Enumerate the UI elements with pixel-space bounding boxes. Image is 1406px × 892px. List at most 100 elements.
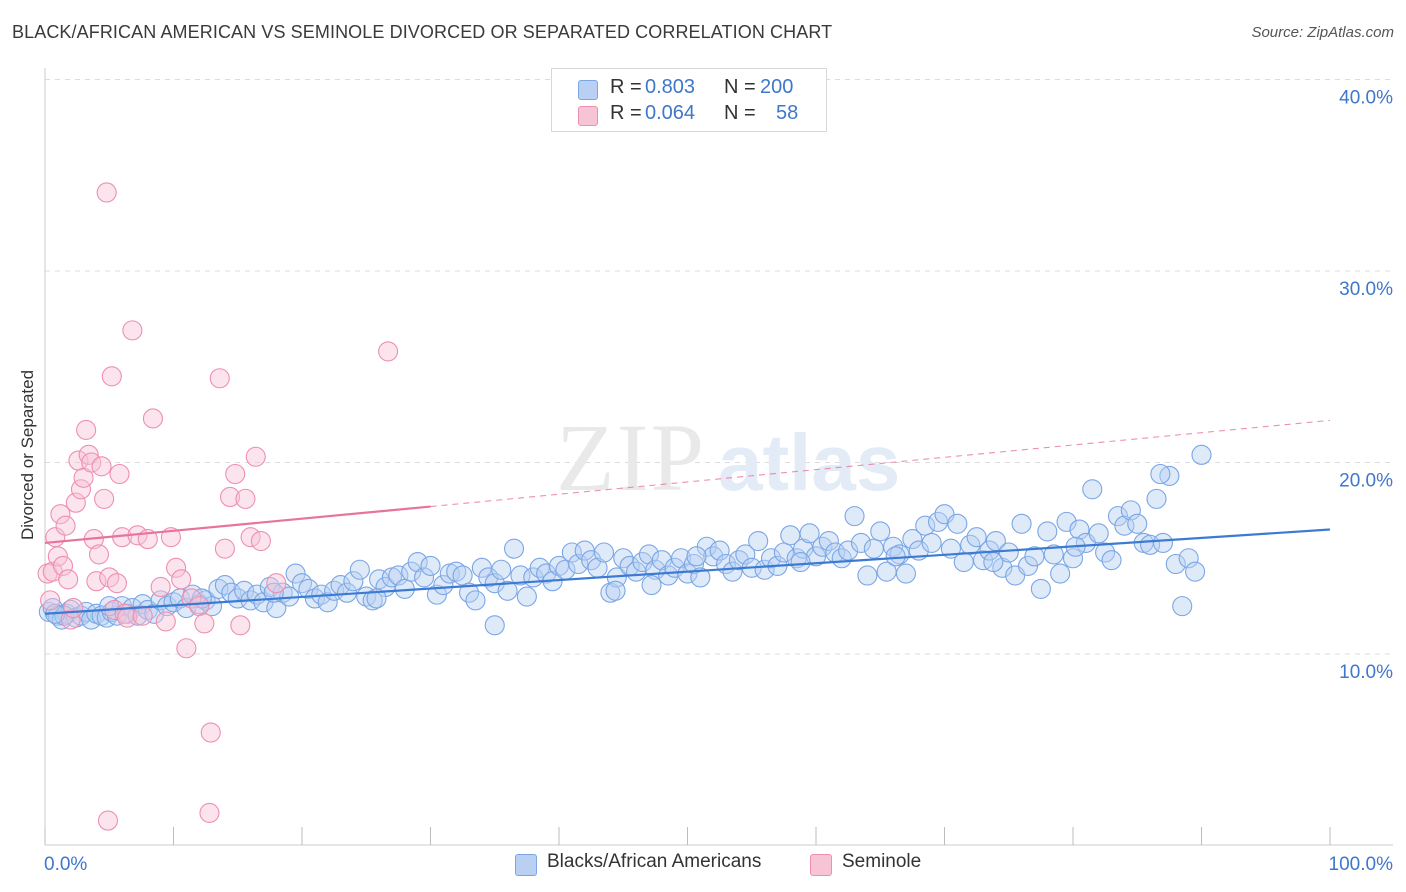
point-seminole: [230, 615, 251, 636]
point-seminole: [171, 569, 192, 590]
point-seminole: [199, 802, 220, 823]
point-blacks: [484, 615, 505, 636]
point-blacks: [1030, 578, 1051, 599]
point-seminole: [50, 504, 71, 525]
point-blacks: [1127, 513, 1148, 534]
axes: [44, 68, 1393, 846]
trend-line-blacks: [44, 528, 1331, 615]
point-blacks: [728, 550, 749, 571]
watermark-zip: ZIP: [556, 404, 706, 511]
point-seminole: [225, 463, 246, 485]
point-blacks: [561, 542, 582, 563]
point-blacks: [857, 565, 878, 586]
point-blacks: [690, 567, 711, 588]
r-value: 0.803: [645, 76, 696, 98]
point-blacks: [343, 571, 364, 592]
point-blacks: [291, 573, 313, 594]
point-blacks: [748, 530, 769, 552]
trend-line-seminole-extension: [430, 419, 1331, 508]
point-blacks: [446, 561, 467, 582]
point-blacks: [1017, 555, 1039, 576]
point-blacks: [605, 580, 626, 601]
point-blacks: [503, 538, 525, 559]
legend-swatch-seminole: [810, 854, 832, 876]
point-blacks: [414, 567, 435, 588]
r-label: R =: [610, 102, 642, 124]
point-seminole: [88, 544, 110, 565]
point-seminole: [209, 368, 230, 389]
point-blacks: [433, 575, 454, 596]
point-seminole: [63, 597, 84, 619]
point-seminole: [106, 573, 128, 594]
point-blacks: [407, 552, 428, 573]
point-blacks: [722, 561, 743, 582]
y-tick-label: 30.0%: [1339, 279, 1393, 300]
point-blacks: [850, 532, 872, 553]
point-seminole: [76, 419, 97, 440]
point-blacks: [285, 563, 306, 584]
point-seminole: [78, 444, 99, 465]
point-blacks: [966, 527, 987, 548]
legend-swatch-blacks: [515, 854, 537, 876]
point-blacks: [754, 559, 775, 580]
point-blacks: [1185, 561, 1206, 582]
point-seminole: [189, 596, 210, 617]
point-blacks: [426, 584, 447, 605]
point-seminole: [200, 722, 221, 743]
point-blacks: [895, 563, 917, 584]
point-seminole: [245, 446, 266, 467]
point-blacks: [799, 523, 820, 544]
point-blacks: [915, 515, 936, 536]
y-axis-label: Divorced or Separated: [18, 369, 37, 541]
point-blacks: [516, 586, 537, 607]
point-blacks: [497, 580, 518, 601]
point-seminole: [142, 408, 163, 429]
point-blacks: [1152, 532, 1173, 553]
point-blacks: [1069, 519, 1090, 540]
point-seminole: [97, 810, 119, 831]
point-blacks: [641, 575, 662, 596]
point-seminole: [132, 605, 153, 626]
point-blacks: [349, 559, 370, 580]
point-blacks: [127, 605, 148, 626]
point-blacks: [1120, 500, 1141, 521]
point-blacks: [401, 561, 422, 582]
legend-row-blacks: R = 0.803 N = 200: [552, 76, 826, 102]
point-blacks: [790, 552, 811, 573]
point-seminole: [96, 182, 117, 203]
point-blacks: [735, 544, 756, 565]
trend-line-seminole: [44, 505, 431, 545]
point-blacks: [1107, 506, 1129, 527]
point-seminole: [235, 488, 256, 509]
point-blacks: [683, 553, 704, 575]
point-blacks: [452, 565, 473, 586]
point-seminole: [86, 571, 107, 592]
legend-row-seminole: R = 0.064 N = 58: [552, 102, 826, 128]
point-seminole: [150, 576, 171, 598]
point-seminole: [101, 366, 122, 387]
point-seminole: [65, 492, 86, 513]
point-blacks: [863, 538, 884, 559]
point-blacks: [298, 578, 319, 599]
point-seminole: [155, 611, 176, 632]
point-blacks: [465, 590, 486, 611]
y-tick-label: 20.0%: [1339, 471, 1393, 492]
point-blacks: [953, 552, 974, 573]
point-seminole: [40, 590, 61, 611]
series-legend: Blacks/African Americans Seminole: [515, 851, 935, 877]
point-blacks: [870, 521, 891, 542]
point-seminole: [219, 486, 241, 508]
point-blacks: [510, 565, 531, 586]
point-seminole: [214, 538, 235, 559]
point-blacks: [885, 546, 906, 567]
point-blacks: [388, 565, 409, 586]
correlation-legend: R = 0.803 N = 200 R = 0.064 N = 58: [551, 68, 827, 132]
point-blacks: [998, 542, 1019, 563]
y-tick-label: 10.0%: [1339, 662, 1393, 683]
point-blacks: [677, 563, 698, 584]
point-seminole: [166, 557, 187, 578]
n-label: N =: [724, 102, 756, 124]
watermark-atlas: atlas: [718, 418, 900, 507]
point-blacks: [1150, 463, 1171, 485]
